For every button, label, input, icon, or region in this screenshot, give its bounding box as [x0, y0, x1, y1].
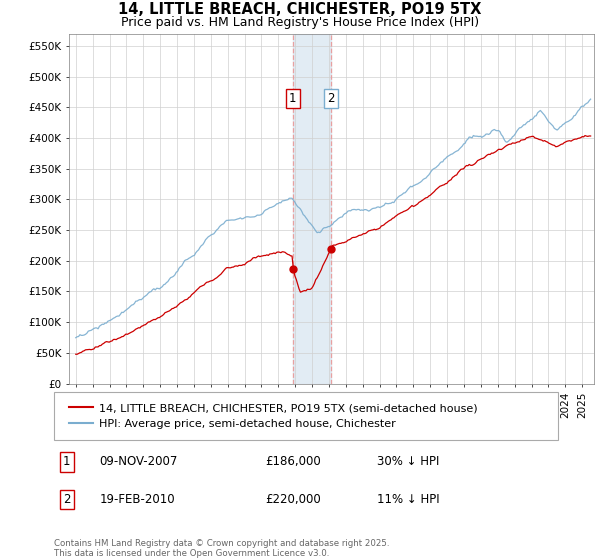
FancyBboxPatch shape: [54, 392, 558, 440]
Bar: [293, 34, 331, 384]
Text: £186,000: £186,000: [266, 455, 322, 468]
Text: 09-NOV-2007: 09-NOV-2007: [100, 455, 178, 468]
Text: 2: 2: [328, 92, 335, 105]
Text: £220,000: £220,000: [266, 493, 322, 506]
Text: 19-FEB-2010: 19-FEB-2010: [100, 493, 175, 506]
Text: Price paid vs. HM Land Registry's House Price Index (HPI): Price paid vs. HM Land Registry's House …: [121, 16, 479, 29]
Legend: 14, LITTLE BREACH, CHICHESTER, PO19 5TX (semi-detached house), HPI: Average pric: 14, LITTLE BREACH, CHICHESTER, PO19 5TX …: [65, 399, 482, 433]
Text: 1: 1: [63, 455, 70, 468]
Text: 11% ↓ HPI: 11% ↓ HPI: [377, 493, 439, 506]
Text: 30% ↓ HPI: 30% ↓ HPI: [377, 455, 439, 468]
Text: Contains HM Land Registry data © Crown copyright and database right 2025.
This d: Contains HM Land Registry data © Crown c…: [54, 539, 389, 558]
Text: 2: 2: [63, 493, 70, 506]
Text: 14, LITTLE BREACH, CHICHESTER, PO19 5TX: 14, LITTLE BREACH, CHICHESTER, PO19 5TX: [118, 2, 482, 17]
Text: 1: 1: [289, 92, 296, 105]
